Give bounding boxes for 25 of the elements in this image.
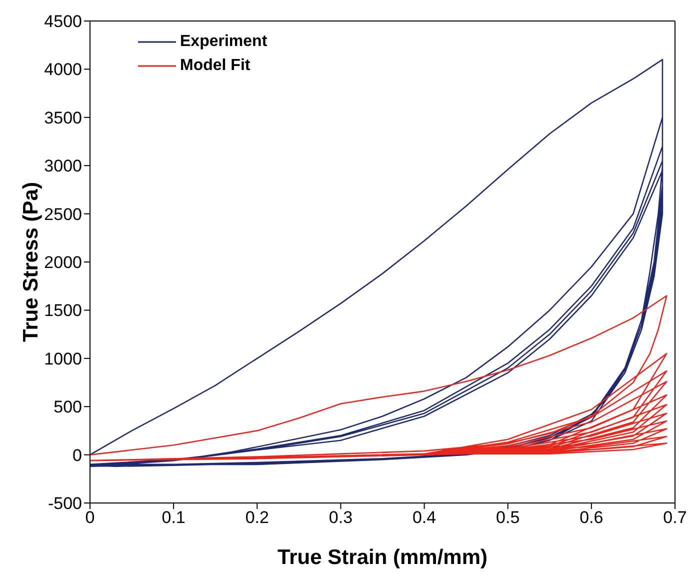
legend-label: Experiment <box>180 33 268 51</box>
y-tick-label: 4000 <box>44 60 82 80</box>
x-tick-label: 0.6 <box>580 508 604 528</box>
x-tick-label: 0.7 <box>663 508 687 528</box>
y-tick-label: 2500 <box>44 204 82 224</box>
x-tick-label: 0.5 <box>496 508 520 528</box>
x-tick-label: 0.4 <box>412 508 436 528</box>
x-tick-label: 0.3 <box>328 508 353 528</box>
y-tick-label: 500 <box>54 398 82 417</box>
line-series <box>90 58 664 468</box>
y-tick-label: 4500 <box>44 12 82 32</box>
legend-label: Model Fit <box>180 57 250 75</box>
y-tick-label: 0 <box>72 446 82 465</box>
y-tick-label: 3500 <box>44 108 82 128</box>
y-tick-label: 1000 <box>44 349 82 368</box>
y-tick-label: 2000 <box>44 253 82 272</box>
y-tick-label: -500 <box>48 494 82 514</box>
line-series <box>90 295 668 462</box>
x-tick-label: 0 <box>85 508 95 528</box>
y-tick-label: 1500 <box>44 301 82 320</box>
y-axis-title: True Stress (Pa) <box>19 182 42 342</box>
y-tick-label: 3000 <box>44 156 82 176</box>
x-tick-label: 0.1 <box>162 508 186 528</box>
x-tick-label: 0.2 <box>245 508 269 528</box>
x-axis-title: True Strain (mm/mm) <box>277 546 488 569</box>
